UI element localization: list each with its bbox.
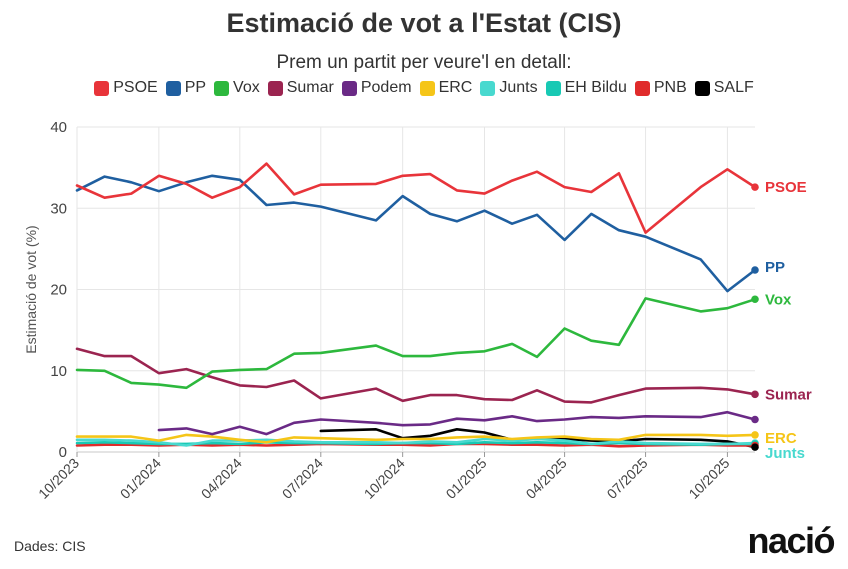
legend-label: PP — [184, 79, 207, 96]
legend-item-pnb[interactable]: PNB — [634, 79, 687, 97]
end-label-junts: Junts — [765, 445, 805, 462]
chart-title: Estimació de vot a l'Estat (CIS) — [226, 8, 622, 38]
series-line-junts — [75, 437, 757, 447]
legend-item-sumar[interactable]: Sumar — [267, 79, 334, 97]
end-marker-psoe — [751, 183, 759, 191]
legend: PSOE PP Vox Sumar Podem ERC Junts EH Bildu PNB SA… — [0, 79, 848, 97]
legend-swatch — [341, 80, 357, 96]
legend-swatch — [165, 80, 181, 96]
y-tick-label: 40 — [50, 119, 67, 136]
end-marker-vox — [751, 295, 759, 304]
legend-item-junts[interactable]: Junts — [480, 79, 538, 97]
x-tick-label: 07/2025 — [604, 455, 651, 502]
end-label-erc: ERC — [765, 430, 797, 447]
legend-label: Podem — [360, 79, 412, 96]
legend-item-erc[interactable]: ERC — [419, 79, 473, 97]
y-tick-label: 30 — [50, 200, 67, 217]
series-line-podem — [157, 410, 757, 436]
legend-label: PSOE — [113, 79, 158, 96]
legend-swatch — [214, 80, 230, 96]
legend-item-salf[interactable]: SALF — [694, 79, 754, 97]
legend-swatch — [419, 80, 435, 96]
x-tick-label: 10/2024 — [361, 455, 408, 502]
end-marker-pp — [751, 266, 759, 274]
legend-label: SALF — [713, 79, 754, 96]
end-marker-sumar — [751, 390, 759, 399]
end-marker-salf — [751, 443, 759, 451]
end-label-pp: PP — [765, 259, 785, 276]
x-tick-label: 07/2024 — [279, 455, 326, 502]
y-tick-label: 20 — [50, 282, 67, 299]
series-line-vox — [75, 297, 757, 390]
end-marker-podem — [751, 415, 759, 424]
legend-item-podem[interactable]: Podem — [341, 79, 412, 97]
legend-swatch — [94, 80, 110, 96]
legend-item-pp[interactable]: PP — [165, 79, 207, 97]
legend-swatch — [545, 80, 561, 96]
series-line-erc — [75, 433, 757, 444]
x-tick-label: 10/2025 — [685, 455, 732, 502]
legend-swatch — [634, 80, 650, 96]
chart-subtitle: Prem un partit per veure'l en detall: — [276, 52, 572, 73]
end-marker-erc — [751, 431, 759, 439]
x-tick-label: 10/2023 — [35, 455, 82, 502]
legend-label: PNB — [653, 79, 687, 96]
legend-swatch — [480, 80, 496, 96]
series-line-psoe — [75, 162, 757, 234]
series-line-sumar — [75, 347, 757, 404]
end-label-psoe: PSOE — [765, 179, 807, 196]
legend-item-psoe[interactable]: PSOE — [94, 79, 158, 97]
legend-label: Sumar — [286, 79, 334, 96]
y-tick-label: 10 — [50, 363, 67, 380]
end-label-sumar: Sumar — [765, 386, 812, 403]
y-axis-label: Estimació de vot (%) — [23, 225, 39, 353]
legend-item-eh-bildu[interactable]: EH Bildu — [545, 79, 627, 97]
x-tick-label: 01/2024 — [117, 455, 164, 502]
nacio-logo: nació — [747, 520, 835, 561]
x-tick-label: 01/2025 — [443, 455, 490, 502]
y-tick-label: 0 — [59, 444, 67, 461]
source-note: Dades: CIS — [14, 538, 86, 554]
x-tick-label: 04/2024 — [198, 455, 245, 502]
legend-label: ERC — [438, 79, 473, 96]
x-tick-label: 04/2025 — [523, 455, 570, 502]
legend-item-vox[interactable]: Vox — [214, 79, 260, 97]
legend-swatch — [267, 80, 283, 96]
legend-label: EH Bildu — [564, 79, 627, 96]
legend-label: Vox — [233, 79, 260, 96]
legend-swatch — [694, 80, 710, 96]
legend-label: Junts — [499, 79, 538, 96]
end-label-vox: Vox — [765, 291, 792, 308]
series-line-pp — [75, 174, 757, 293]
